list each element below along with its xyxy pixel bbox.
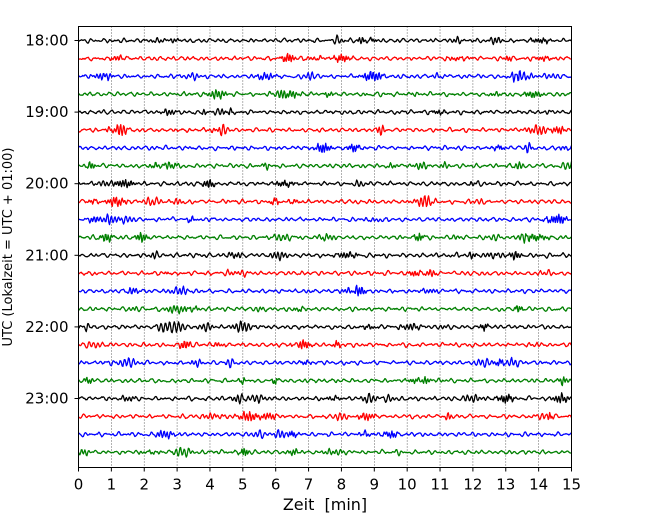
trace-1945: [78, 160, 573, 171]
trace-2000: [78, 178, 572, 189]
trace-1930: [77, 141, 573, 154]
y-tick-label: 21:00: [25, 246, 68, 264]
trace-2300: [78, 392, 572, 405]
trace-2100: [78, 250, 572, 262]
x-tick-label: 6: [271, 476, 281, 494]
trace-2315: [77, 410, 573, 422]
trace-1915: [77, 123, 572, 137]
x-axis-label: Zeit [min]: [283, 495, 367, 514]
trace-1845: [78, 89, 572, 100]
trace-2145: [78, 305, 572, 315]
trace-2045: [77, 231, 572, 244]
trace-1800: [78, 34, 572, 46]
y-tick-label: 20:00: [25, 175, 68, 193]
trace-layer: [77, 34, 573, 458]
y-tick-label: 18:00: [25, 32, 68, 50]
x-tick-label: 15: [562, 476, 581, 494]
y-axis-label: UTC (Lokalzeit = UTC + 01:00): [1, 148, 16, 347]
trace-2130: [78, 284, 572, 297]
x-tick-label: 7: [304, 476, 314, 494]
y-tick-label: 19:00: [25, 103, 68, 121]
trace-2200: [78, 320, 572, 334]
x-tick-label: 5: [238, 476, 248, 494]
x-tick-label: 11: [430, 476, 449, 494]
x-tick-label: 1: [107, 476, 117, 494]
x-tick-label: 13: [496, 476, 515, 494]
trace-2030: [78, 213, 572, 226]
x-tick-label: 8: [337, 476, 347, 494]
trace-2215: [78, 339, 573, 350]
x-tick-label: 2: [139, 476, 149, 494]
trace-2345: [77, 446, 572, 458]
x-tick-label: 14: [529, 476, 548, 494]
trace-2330: [78, 429, 573, 440]
trace-2230: [78, 356, 572, 369]
trace-2115: [78, 268, 573, 278]
x-tick-label: 4: [205, 476, 215, 494]
trace-1815: [78, 52, 572, 64]
x-tick-label: 0: [74, 476, 84, 494]
trace-2245: [78, 375, 573, 387]
y-tick-label: 22:00: [25, 318, 68, 336]
trace-2015: [78, 195, 572, 208]
plot-frame: [78, 26, 572, 468]
y-axis-ticks: 18:00 19:00 20:00 21:00 22:00 23:00: [25, 32, 79, 408]
x-tick-label: 12: [463, 476, 482, 494]
x-axis-ticks: 0 1 2 3 4 5 6 7 8 9 10 11 12 13 14 15: [74, 467, 581, 494]
x-tick-label: 10: [398, 476, 417, 494]
x-tick-label: 9: [370, 476, 380, 494]
trace-1830: [78, 70, 572, 83]
y-tick-label: 23:00: [25, 390, 68, 408]
trace-1900: [78, 107, 572, 117]
x-tick-label: 3: [172, 476, 182, 494]
